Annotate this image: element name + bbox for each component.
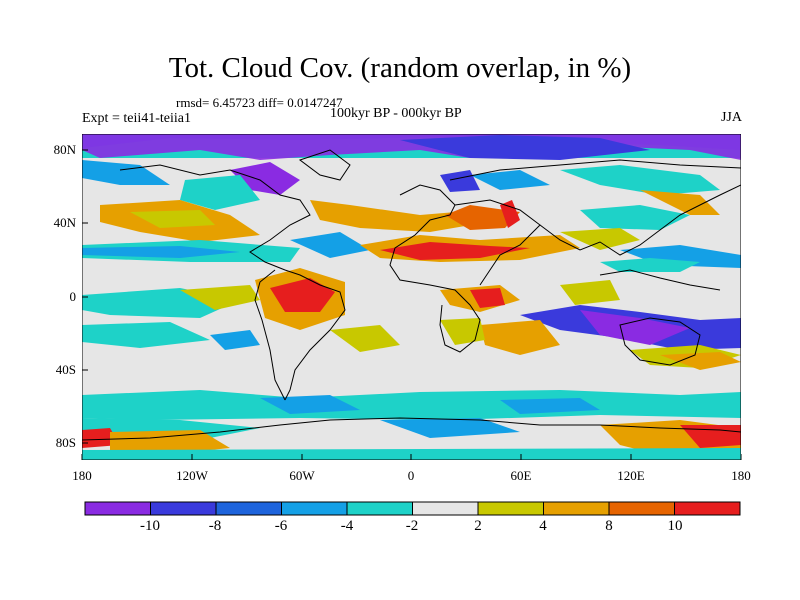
region-china-teal [580,205,690,230]
colorbar-swatch [346,501,413,516]
region-australia-purple [580,310,690,345]
lon-label-60w: 60W [289,468,315,483]
region-southern-africa-yellow [440,318,485,345]
region-tasman-orange [660,352,741,370]
colorbar-swatch [477,501,544,516]
colorbar-swatch [84,501,151,516]
lon-label-60e: 60E [510,468,532,483]
region-caribbean-blue [290,232,370,258]
region-canada-teal [180,175,260,210]
lon-label-180w: 180 [72,468,92,483]
period-label: 100kyr BP - 000kyr BP [330,106,462,121]
region-epac-yellow [180,285,260,310]
colorbar-label-4: -4 [340,518,354,534]
lon-label-120w: 120W [176,468,208,483]
region-sahara-red [380,242,530,260]
colorbar-label-8: 8 [605,518,613,534]
season-label: JJA [720,110,742,125]
coastline-mideast [454,199,541,286]
region-southern-ocean-teal [82,390,741,420]
map-title: Tot. Cloud Cov. (random overlap, in %) [168,52,632,84]
region-so-indian-blue [500,398,600,414]
colorbar-swatch [674,501,741,516]
coastline-indonesia [599,269,721,291]
region-wpac-blue [620,245,741,268]
lat-label-eq: 0 [69,289,77,304]
lat-label-80s: 80S [55,435,76,450]
colorbar-swatch [543,501,610,516]
colorbar-label-9: 10 [667,518,683,534]
region-tropical-npac-blue [82,246,240,258]
region-satlantic-yellow [330,325,400,352]
stats-label: rmsd= 6.45723 diff= 0.0147247 [176,95,343,110]
lon-label-180e: 180 [731,468,751,483]
coastline-americas [119,164,346,401]
axis-ticks [81,149,742,460]
colorbar-label-3: -6 [274,518,288,534]
colorbar-label-5: -2 [405,518,419,534]
colorbar [84,501,741,516]
lat-label-80n: 80N [53,142,76,157]
colorbar-label-2: -8 [208,518,222,534]
region-weddell-blue [380,418,520,438]
region-madagascar-orange [480,320,560,355]
colorbar-label-1: -10 [140,518,160,534]
region-ural-blue [470,170,550,190]
colorbar-swatch [608,501,675,516]
region-asia-teal [560,165,720,195]
coastline-asia-north [449,159,741,181]
experiment-label: Expt = teii41-teiia1 [82,111,191,126]
region-siberia-blue [400,135,650,160]
region-indian-ocean-yellow [560,280,620,305]
region-caspian-red [500,200,520,228]
colorbar-swatch [281,501,348,516]
lat-label-40n: 40N [53,215,76,230]
region-spac-teal [82,322,210,348]
region-europe-red [445,205,520,230]
coastlines [82,149,741,441]
region-spac-blue [210,330,260,350]
colorbar-swatch [412,501,479,516]
region-npacific-yellow [130,210,215,228]
region-natlantic-orange [310,200,500,232]
lon-label-0: 0 [407,468,415,483]
colorbar-swatch [215,501,282,516]
coastline-antarctica [82,417,741,441]
colorbar-swatch [150,501,217,516]
region-antarctic-orange-west [110,430,230,455]
map-panel [82,134,741,460]
lon-label-120e: 120E [617,468,645,483]
coastline-south-america-west [254,269,286,401]
region-congo-red [470,288,505,308]
coastline-asia-south [539,184,741,256]
coastline-greenland [298,149,351,181]
colorbar-label-7: 4 [539,518,547,534]
region-npac-west-orange [640,190,720,215]
lat-label-40s: 40S [55,362,76,377]
coastline-australia [619,317,701,366]
region-amazon-red [270,278,335,312]
region-alaska-blue [82,160,170,185]
region-maritime-teal [600,258,700,272]
colorbar-label-6: 2 [474,518,482,534]
region-india-yellow [560,228,640,250]
